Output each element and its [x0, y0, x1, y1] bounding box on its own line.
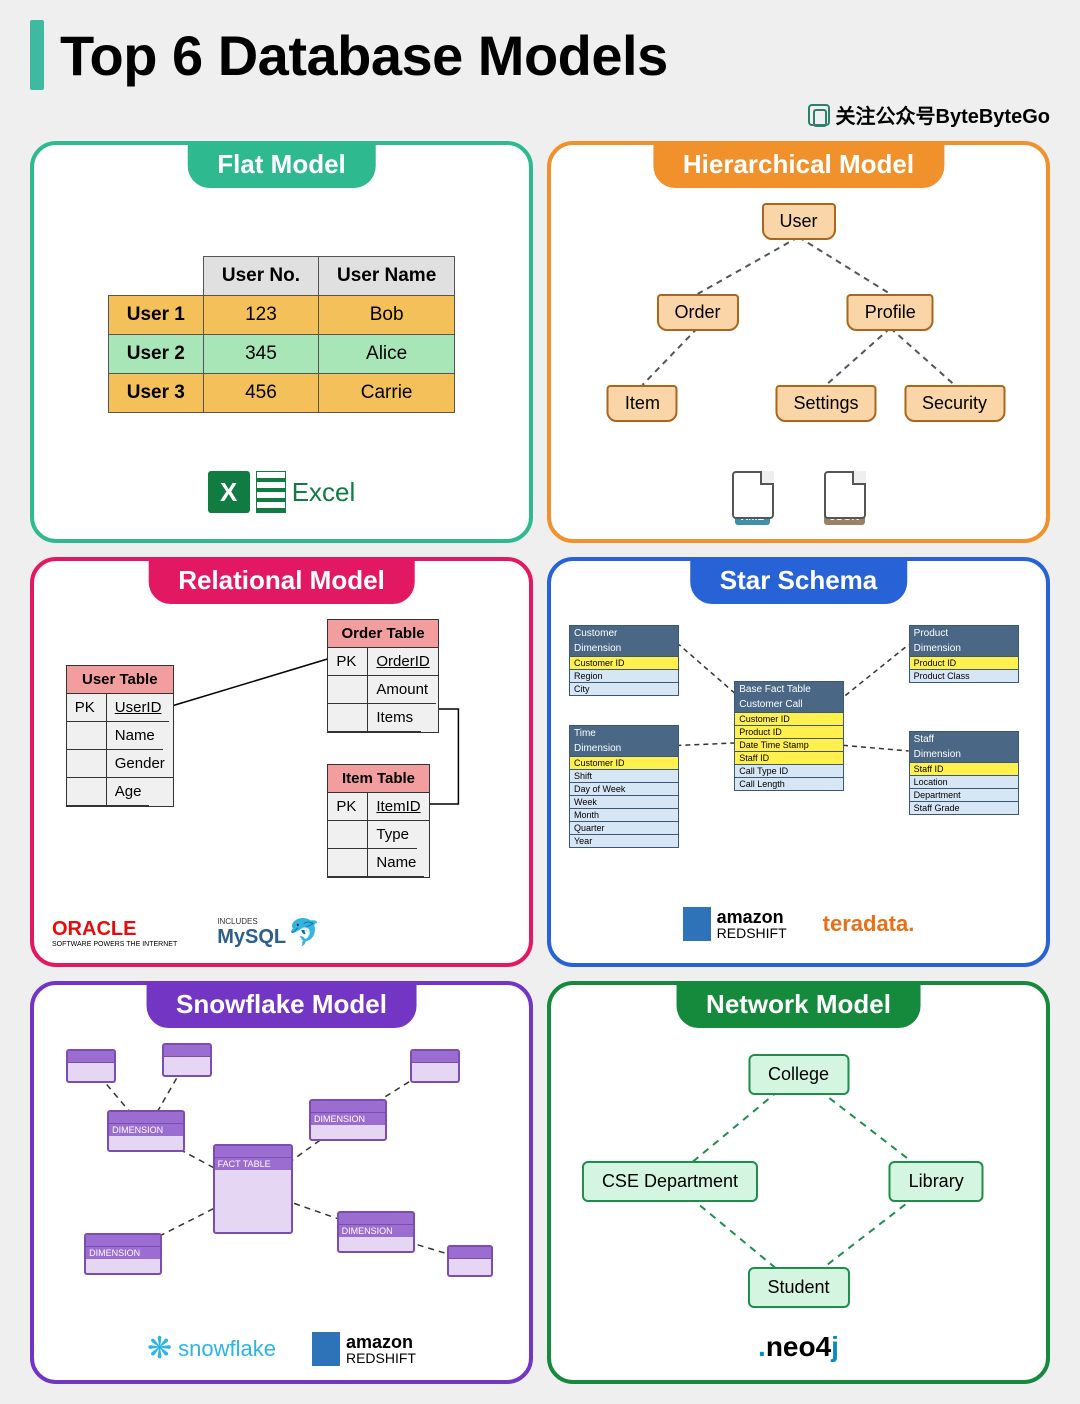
- sf-box: DIMENSION: [309, 1099, 387, 1141]
- panel-star: Star Schema Base Fact TableCustomer Call…: [547, 557, 1050, 967]
- flat-row-label: User 3: [108, 373, 203, 412]
- star-diagram: Base Fact TableCustomer CallCustomer IDP…: [569, 619, 1028, 899]
- star-dim-table: StaffDimensionStaff IDLocationDepartment…: [909, 731, 1019, 815]
- excel-icon: X: [208, 471, 250, 513]
- snow-logos: ❋ snowflake amazonREDSHIFT: [52, 1331, 511, 1366]
- oracle-sub: SOFTWARE POWERS THE INTERNET: [52, 941, 177, 948]
- xml-icon: XML: [725, 471, 781, 525]
- sf-box: [162, 1043, 212, 1077]
- sf-box: DIMENSION: [107, 1110, 185, 1152]
- redshift-icon: [683, 907, 711, 941]
- redshift-logo: amazonREDSHIFT: [312, 1332, 416, 1366]
- network-diagram: College CSE Department Library Student: [569, 1043, 1028, 1323]
- net-node-student: Student: [747, 1267, 849, 1308]
- subtitle: 关注公众号ByteByteGo: [836, 100, 1050, 129]
- flat-cell: Bob: [318, 295, 454, 334]
- excel-logo: X Excel: [52, 471, 511, 513]
- net-logos: .neo4j: [569, 1331, 1028, 1363]
- rel-table: User TablePKUserIDNameGenderAge: [66, 665, 174, 807]
- redshift-text: amazonREDSHIFT: [346, 1333, 416, 1365]
- panel-title-hier: Hierarchical Model: [653, 141, 944, 188]
- tree-node-security: Security: [904, 385, 1005, 422]
- flat-table: User No. User Name User 1 123 Bob User 2…: [108, 256, 456, 413]
- tree-node-order: Order: [657, 294, 739, 331]
- panel-title-rel: Relational Model: [148, 557, 415, 604]
- sf-box: [66, 1049, 116, 1083]
- net-node-college: College: [748, 1054, 849, 1095]
- snowflake-icon: ❋: [147, 1331, 172, 1366]
- net-node-cse: CSE Department: [582, 1161, 758, 1202]
- star-logos: amazonREDSHIFT teradata.: [569, 907, 1028, 941]
- header: Top 6 Database Models: [30, 20, 1050, 90]
- panel-title-star: Star Schema: [690, 557, 908, 604]
- panel-flat: Flat Model User No. User Name User 1 123…: [30, 141, 533, 543]
- sf-box: DIMENSION: [84, 1233, 162, 1275]
- flat-cell: 123: [203, 295, 318, 334]
- redshift-text: amazonREDSHIFT: [717, 908, 787, 940]
- neo4j-logo: .neo4j: [758, 1331, 839, 1363]
- oracle-logo: ORACLE SOFTWARE POWERS THE INTERNET: [52, 918, 177, 948]
- tree-node-item: Item: [607, 385, 678, 422]
- tree-node-user: User: [761, 203, 835, 240]
- panel-title-snow: Snowflake Model: [146, 981, 417, 1028]
- flat-cell: Carrie: [318, 373, 454, 412]
- json-icon: JSON: [817, 471, 873, 525]
- star-dim-table: TimeDimensionCustomer IDShiftDay of Week…: [569, 725, 679, 848]
- snowflake-text: snowflake: [178, 1336, 276, 1362]
- tree-node-settings: Settings: [776, 385, 877, 422]
- snowflake-logo: ❋ snowflake: [147, 1331, 276, 1366]
- flat-row-label: User 1: [108, 295, 203, 334]
- net-node-lib: Library: [889, 1161, 984, 1202]
- redshift-icon: [312, 1332, 340, 1366]
- panel-relational: Relational Model User TablePKUserIDNameG…: [30, 557, 533, 967]
- sf-box: DIMENSION: [337, 1211, 415, 1253]
- flat-cell: Alice: [318, 334, 454, 373]
- rel-logos: ORACLE SOFTWARE POWERS THE INTERNET INCL…: [52, 917, 511, 949]
- sf-box: [447, 1245, 493, 1277]
- excel-label: Excel: [292, 477, 356, 508]
- redshift-logo: amazonREDSHIFT: [683, 907, 787, 941]
- star-fact-table: Base Fact TableCustomer CallCustomer IDP…: [734, 681, 844, 791]
- subtitle-row: 关注公众号ByteByteGo: [30, 100, 1050, 129]
- hier-logos: XML JSON: [569, 471, 1028, 525]
- flat-col-header: User Name: [318, 256, 454, 295]
- flat-cell: 345: [203, 334, 318, 373]
- mysql-logo: INCLUDES MySQL 🐬: [217, 917, 320, 949]
- star-dim-table: CustomerDimensionCustomer IDRegionCity: [569, 625, 679, 696]
- star-dim-table: ProductDimensionProduct IDProduct Class: [909, 625, 1019, 683]
- sf-box: FACT TABLE: [213, 1144, 293, 1234]
- rel-table: Item TablePKItemIDTypeName: [327, 764, 429, 878]
- sf-box: [410, 1049, 460, 1083]
- panel-grid: Flat Model User No. User Name User 1 123…: [30, 141, 1050, 1384]
- mysql-dolphin-icon: 🐬: [288, 917, 320, 948]
- flat-row-label: User 2: [108, 334, 203, 373]
- brand-icon: [808, 104, 830, 126]
- relational-diagram: User TablePKUserIDNameGenderAge Order Tab…: [52, 619, 511, 909]
- header-accent-bar: [30, 20, 44, 90]
- panel-snowflake: Snowflake Model FACT TABLE DIMENSION DIMEN…: [30, 981, 533, 1384]
- page-title: Top 6 Database Models: [60, 23, 668, 88]
- oracle-text: ORACLE: [52, 918, 136, 940]
- tree-edges: [569, 203, 1028, 463]
- panel-title-net: Network Model: [676, 981, 921, 1028]
- tree-node-profile: Profile: [847, 294, 934, 331]
- panel-title-flat: Flat Model: [187, 141, 376, 188]
- flat-cell: 456: [203, 373, 318, 412]
- excel-icon-sheets: [256, 471, 286, 513]
- flat-col-header: User No.: [203, 256, 318, 295]
- rel-table: Order TablePKOrderIDAmountItems: [327, 619, 438, 733]
- snowflake-diagram: FACT TABLE DIMENSION DIMENSION DIMENSION DIM…: [52, 1043, 511, 1323]
- panel-network: Network Model College CSE Department Libra…: [547, 981, 1050, 1384]
- mysql-prefix: INCLUDES: [217, 917, 286, 926]
- panel-hierarchical: Hierarchical Model User Order Profile Item S…: [547, 141, 1050, 543]
- teradata-logo: teradata.: [823, 911, 915, 937]
- tree-diagram: User Order Profile Item Settings Security: [569, 203, 1028, 463]
- mysql-text: MySQL: [217, 926, 286, 948]
- flat-cell-empty: [108, 256, 203, 295]
